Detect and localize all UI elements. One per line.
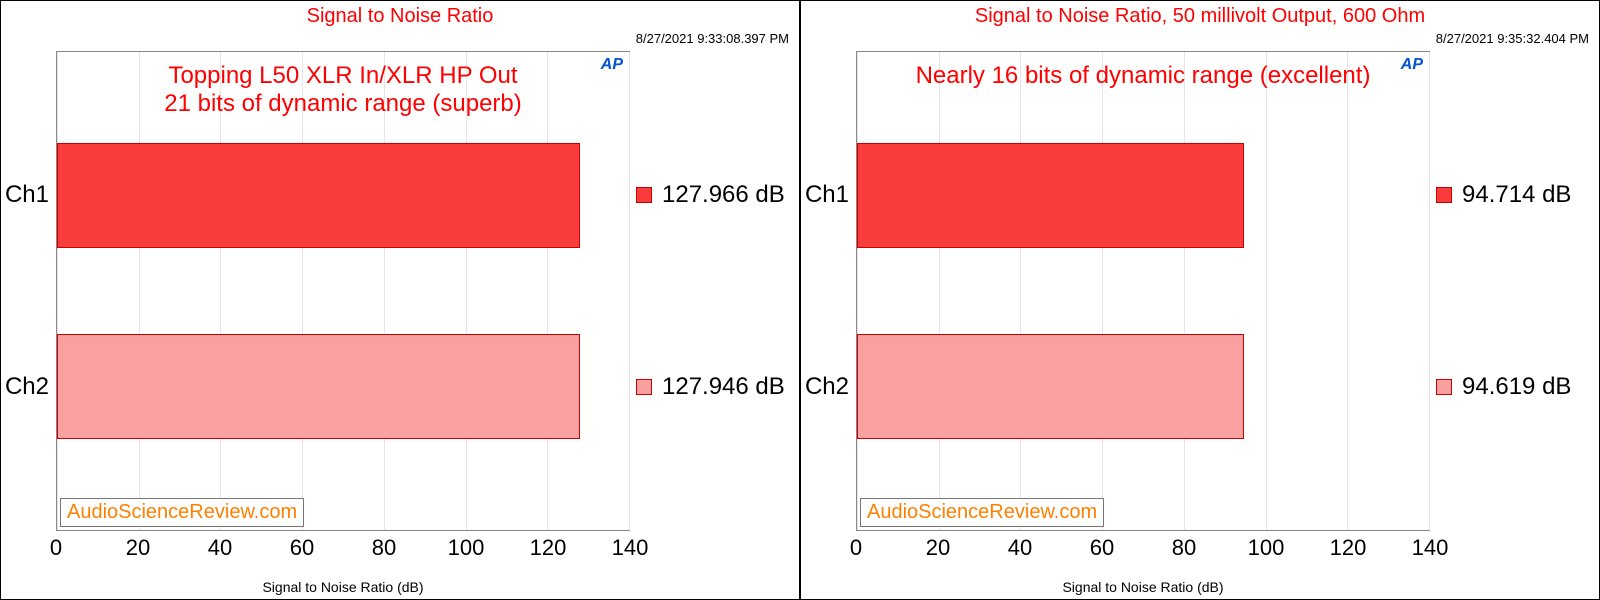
gridline bbox=[1020, 52, 1021, 530]
watermark: AudioScienceReview.com bbox=[860, 498, 1104, 527]
legend-value: 94.714 dB bbox=[1462, 181, 1571, 209]
y-category-label: Ch1 bbox=[805, 181, 849, 209]
legend-value: 127.966 dB bbox=[662, 181, 785, 209]
gridline bbox=[857, 52, 858, 530]
x-tick-label: 100 bbox=[1248, 535, 1285, 561]
legend-value: 127.946 dB bbox=[662, 373, 785, 401]
watermark: AudioScienceReview.com bbox=[60, 498, 304, 527]
gridline bbox=[1184, 52, 1185, 530]
timestamp: 8/27/2021 9:35:32.404 PM bbox=[1436, 31, 1589, 46]
x-tick-labels: 020406080100120140 bbox=[856, 535, 1430, 559]
x-tick-label: 0 bbox=[50, 535, 62, 561]
bar-ch2 bbox=[57, 334, 580, 439]
gridline bbox=[1266, 52, 1267, 530]
gridline bbox=[466, 52, 467, 530]
gridline bbox=[1102, 52, 1103, 530]
timestamp: 8/27/2021 9:33:08.397 PM bbox=[636, 31, 789, 46]
bar-ch2 bbox=[857, 334, 1244, 439]
gridline bbox=[547, 52, 548, 530]
x-tick-label: 0 bbox=[850, 535, 862, 561]
plot-area: AP Nearly 16 bits of dynamic range (exce… bbox=[856, 51, 1430, 531]
x-axis-title: Signal to Noise Ratio (dB) bbox=[856, 579, 1430, 595]
y-category-label: Ch2 bbox=[805, 373, 849, 401]
legend-item: 94.714 dB bbox=[1436, 181, 1595, 209]
bar-ch1 bbox=[857, 143, 1244, 248]
legend-value: 94.619 dB bbox=[1462, 373, 1571, 401]
legend-swatch bbox=[636, 187, 652, 203]
right-panel: Signal to Noise Ratio, 50 millivolt Outp… bbox=[800, 0, 1600, 600]
left-panel: Signal to Noise Ratio 8/27/2021 9:33:08.… bbox=[0, 0, 800, 600]
legend-swatch bbox=[636, 379, 652, 395]
annotation: Topping L50 XLR In/XLR HP Out 21 bits of… bbox=[57, 62, 629, 118]
legend: 94.714 dB 94.619 dB bbox=[1430, 51, 1599, 531]
legend-item: 127.946 dB bbox=[636, 373, 795, 401]
gridline bbox=[220, 52, 221, 530]
y-category-label: Ch1 bbox=[5, 181, 49, 209]
gridline bbox=[57, 52, 58, 530]
x-tick-label: 80 bbox=[1172, 535, 1196, 561]
annotation: Nearly 16 bits of dynamic range (excelle… bbox=[857, 62, 1429, 90]
x-tick-label: 40 bbox=[208, 535, 232, 561]
gridline bbox=[139, 52, 140, 530]
legend-item: 127.966 dB bbox=[636, 181, 795, 209]
y-category-label: Ch2 bbox=[5, 373, 49, 401]
x-tick-label: 20 bbox=[126, 535, 150, 561]
x-tick-label: 100 bbox=[448, 535, 485, 561]
chart-title: Signal to Noise Ratio bbox=[1, 5, 799, 28]
x-tick-label: 40 bbox=[1008, 535, 1032, 561]
x-tick-label: 140 bbox=[1412, 535, 1449, 561]
x-tick-label: 20 bbox=[926, 535, 950, 561]
gridline bbox=[939, 52, 940, 530]
x-axis-title: Signal to Noise Ratio (dB) bbox=[56, 579, 630, 595]
x-tick-label: 60 bbox=[1090, 535, 1114, 561]
chart-title: Signal to Noise Ratio, 50 millivolt Outp… bbox=[801, 5, 1599, 28]
x-tick-label: 120 bbox=[1330, 535, 1367, 561]
gridline bbox=[384, 52, 385, 530]
legend-item: 94.619 dB bbox=[1436, 373, 1595, 401]
gridline bbox=[1347, 52, 1348, 530]
gridline bbox=[302, 52, 303, 530]
bar-ch1 bbox=[57, 143, 580, 248]
x-tick-label: 60 bbox=[290, 535, 314, 561]
x-tick-label: 120 bbox=[530, 535, 567, 561]
legend-swatch bbox=[1436, 379, 1452, 395]
legend: 127.966 dB 127.946 dB bbox=[630, 51, 799, 531]
x-tick-label: 140 bbox=[612, 535, 649, 561]
legend-swatch bbox=[1436, 187, 1452, 203]
plot-area: AP Topping L50 XLR In/XLR HP Out 21 bits… bbox=[56, 51, 630, 531]
x-tick-label: 80 bbox=[372, 535, 396, 561]
x-tick-labels: 020406080100120140 bbox=[56, 535, 630, 559]
